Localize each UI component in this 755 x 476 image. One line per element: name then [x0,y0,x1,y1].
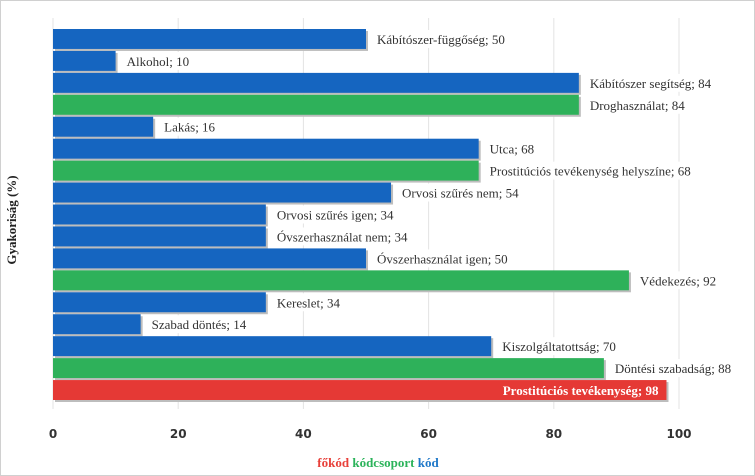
bar-label-bg [581,73,716,92]
bar-label-bg [156,117,220,136]
bars-group [53,29,669,402]
bar-label-bg [268,205,398,224]
bar-label: Döntési szabadság; 88 [615,361,731,376]
bar-label: Szabad döntés; 14 [152,317,247,332]
bar [53,314,141,335]
bar-label-bg [394,183,523,202]
x-tick-label: 0 [49,427,57,441]
bar [53,116,154,137]
bar-label: Lakás; 16 [164,120,215,135]
bar [53,50,116,71]
bar [53,358,604,379]
bar-label: Kereslet; 34 [277,295,341,310]
bar-label: Kiszolgáltatottság; 70 [502,339,616,354]
bar [53,248,366,269]
bar [53,204,266,225]
x-tick-label: 80 [545,427,562,441]
legend: főkód kódcsoport kód [317,455,439,470]
bar-label: Prostitúciós tevékenység helyszíne; 68 [490,164,691,179]
bar-label: Droghasználat; 84 [590,98,685,113]
legend-item: kódcsoport [349,455,415,470]
bar-label-bg [481,139,539,158]
bar [53,292,266,313]
bar-label: Védekezés; 92 [640,273,716,288]
bar-label: Prostitúciós tevékenység; 98 [503,383,659,398]
legend-item: főkód [317,455,350,470]
bar-label: Óvszerhasználat nem; 34 [277,229,408,244]
bar-labels-group: Kábítószer-függőség; 50 Alkohol; 10 Kábító… [118,30,736,398]
bar [53,336,492,357]
bar-label-bg [143,315,251,334]
bar-label: Kábítószer-függőség; 50 [377,32,505,47]
bar-label-bg [631,271,721,290]
bar [53,72,579,93]
bar [53,270,629,291]
x-tick-label: 100 [666,427,691,441]
x-tick-label: 60 [420,427,437,441]
bar [53,138,479,159]
legend-item: kód [414,455,439,470]
bar-label-bg [606,359,736,378]
bar-label: Alkohol; 10 [127,54,189,69]
bar [53,29,366,49]
bar-label-bg [494,337,620,356]
bar [53,380,667,400]
bar-label: Óvszerhasználat igen; 50 [377,251,508,266]
bar-label: Orvosi szűrés nem; 54 [402,186,519,201]
bar-label: Orvosi szűrés igen; 34 [277,208,394,223]
bar [53,182,392,203]
bar-label: Kábítószer segítség; 84 [590,76,712,91]
y-axis-title: Gyakoriság (%) [4,175,19,264]
bar-label-bg [268,293,345,312]
bar-label-bg [481,161,695,180]
bar [53,160,479,181]
x-ticks-group: 0 20 40 60 80 100 [49,427,692,441]
bar-label-bg [118,51,194,70]
bar-label-bg [369,30,509,48]
bar [53,94,579,115]
x-tick-label: 20 [170,427,187,441]
bar-label-bg [581,95,689,114]
bar-label-bg [268,227,412,246]
bar-label-bg [369,249,512,268]
bar [53,226,266,247]
x-tick-label: 40 [295,427,312,441]
bar-label: Utca; 68 [490,142,534,157]
